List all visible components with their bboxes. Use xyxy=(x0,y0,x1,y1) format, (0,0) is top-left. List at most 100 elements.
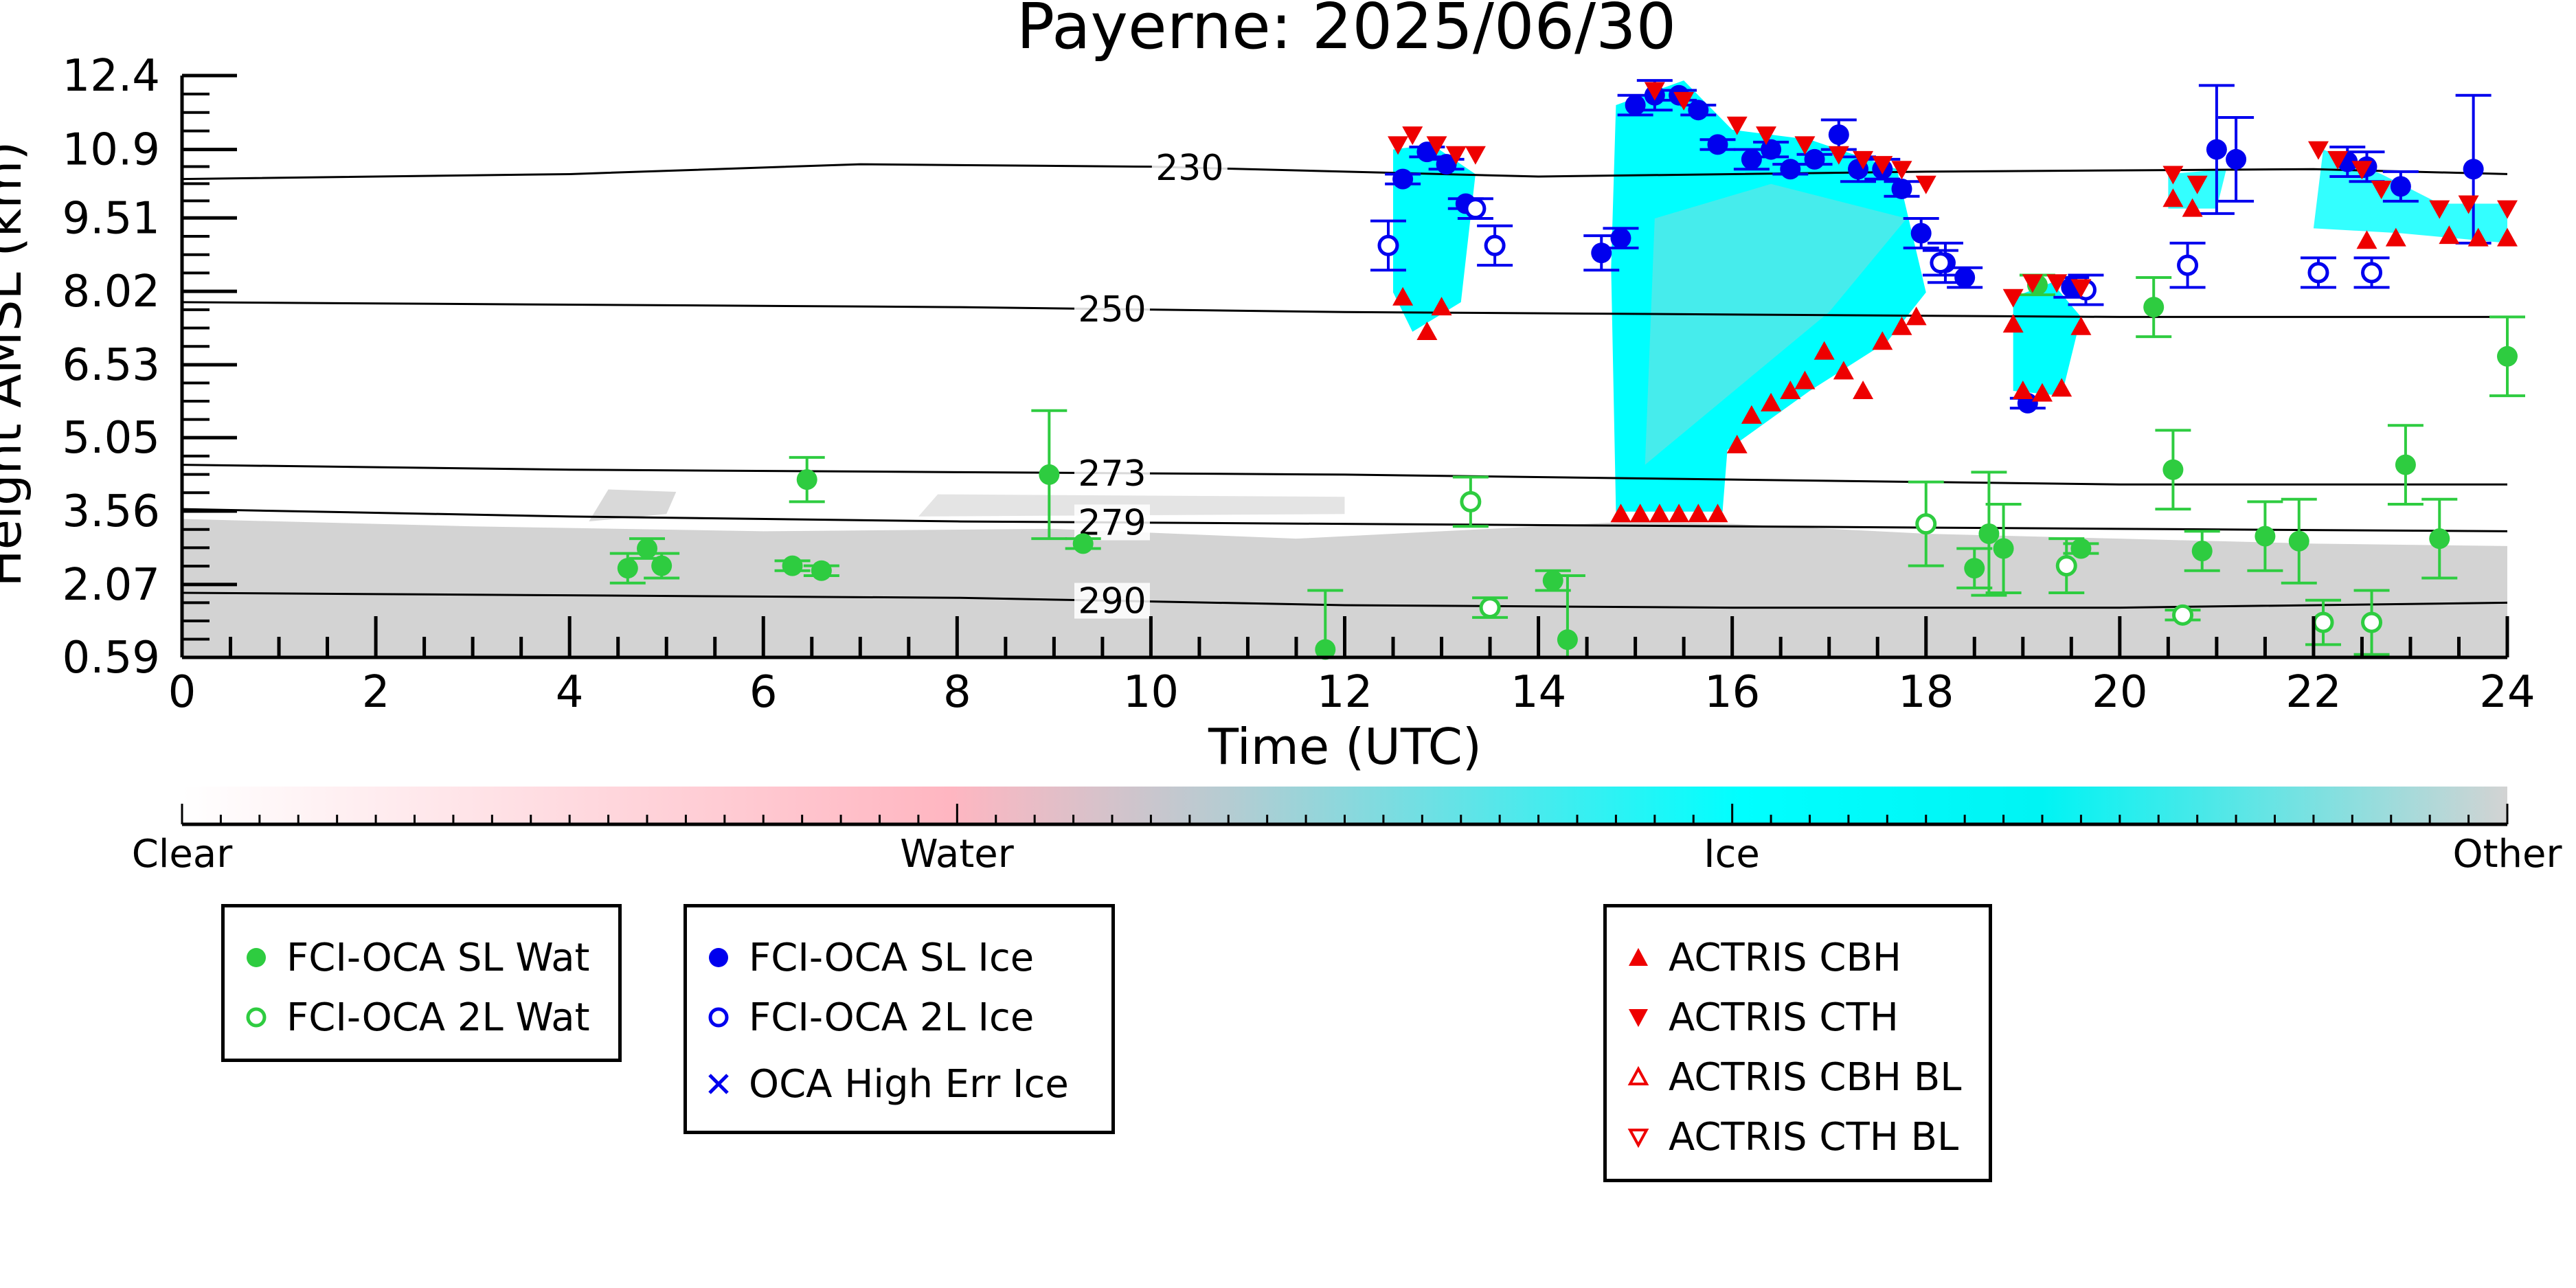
data-point xyxy=(2162,166,2184,185)
data-point xyxy=(2206,139,2227,160)
data-point xyxy=(1402,126,1423,146)
x-tick-label: 10 xyxy=(1123,667,1179,718)
data-point xyxy=(2497,346,2518,367)
data-point xyxy=(2032,383,2053,402)
ice-cloud-region xyxy=(2013,282,2081,396)
data-point xyxy=(1315,639,1336,660)
data-point xyxy=(1853,150,1874,170)
data-point xyxy=(2429,200,2450,219)
x-tick-label: 20 xyxy=(2092,667,2147,718)
data-point xyxy=(1910,223,1932,244)
y-ticks: 0.59 2.07 3.56 5.05 6.53 8.02 9.51 10.9 12.4 xyxy=(63,51,237,683)
data-point xyxy=(2051,378,2072,397)
data-point xyxy=(1756,126,1777,146)
data-point xyxy=(1479,597,1501,619)
data-point xyxy=(1872,331,1893,350)
x-axis-label: Time (UTC) xyxy=(1208,718,1482,776)
data-point xyxy=(1431,297,1452,316)
data-point xyxy=(1436,154,1457,175)
data-point xyxy=(1465,198,1487,220)
isotherm-250 xyxy=(182,301,2507,318)
x-tick-label: 12 xyxy=(1317,667,1372,718)
legend-item-ice-err: OCA High Err Ice xyxy=(702,1057,1069,1111)
y-tick-label: 5.05 xyxy=(63,413,161,464)
data-point xyxy=(2312,611,2334,633)
isotherm-label-250: 250 xyxy=(1078,289,1146,330)
data-point xyxy=(1688,100,1709,121)
data-point xyxy=(1484,234,1506,256)
data-point xyxy=(1726,434,1748,453)
data-point xyxy=(1392,286,1414,306)
data-point xyxy=(1688,504,1709,523)
data-point xyxy=(1780,381,1801,400)
data-point xyxy=(1426,136,1447,155)
legend-water: FCI-OCA SL Wat FCI-OCA 2L Wat xyxy=(221,904,622,1062)
data-point xyxy=(2255,526,2276,547)
data-point xyxy=(1741,148,1762,170)
open-circle-icon xyxy=(246,1007,267,1028)
legend-ice: FCI-OCA SL Ice FCI-OCA 2L Ice OCA High E… xyxy=(683,904,1115,1134)
data-point xyxy=(1853,381,1874,400)
colorbar-label-clear: Clear xyxy=(132,832,233,877)
triangle-up-icon xyxy=(1629,948,1648,966)
y-axis-label: Height AMSL (km) xyxy=(0,142,32,587)
data-point xyxy=(1388,136,1409,155)
data-point xyxy=(1039,464,1060,485)
data-point xyxy=(2022,274,2043,293)
legend-item-cth-bl: ACTRIS CTH BL xyxy=(1622,1109,1958,1164)
data-point xyxy=(1726,116,1748,135)
series-fci-oca-sl-ice xyxy=(1385,79,2492,414)
data-point xyxy=(2172,604,2194,626)
data-point xyxy=(1741,405,1762,424)
data-point xyxy=(2327,150,2349,170)
data-point xyxy=(2371,180,2392,199)
data-point xyxy=(1915,175,1936,194)
y-tick-label: 12.4 xyxy=(63,51,161,102)
legend-label: FCI-OCA SL Wat xyxy=(286,935,590,980)
data-point xyxy=(2143,297,2165,318)
colorbar-label-water: Water xyxy=(900,832,1015,877)
data-point xyxy=(1828,124,1849,146)
data-point xyxy=(1072,533,1094,554)
data-point xyxy=(1707,504,1728,523)
data-point xyxy=(1930,252,1952,274)
y-tick-label: 9.51 xyxy=(63,193,161,244)
data-point xyxy=(1610,227,1631,249)
data-point xyxy=(2070,316,2092,335)
isotherm-label-290: 290 xyxy=(1078,581,1146,622)
data-point xyxy=(2356,230,2377,249)
x-tick-label: 0 xyxy=(168,667,196,718)
y-tick-label: 6.53 xyxy=(63,340,161,391)
colorbar-ticks xyxy=(181,804,2509,824)
data-point xyxy=(1591,242,1612,264)
data-point xyxy=(1872,156,1893,175)
data-point xyxy=(2429,528,2450,550)
mixed-phase-streaks xyxy=(1645,183,1907,465)
legend-label: ACTRIS CBH xyxy=(1669,935,1902,980)
legend-label: FCI-OCA 2L Wat xyxy=(286,995,590,1040)
data-point xyxy=(1804,148,1825,170)
data-markers xyxy=(609,79,2525,660)
legend-item-ice-2l: FCI-OCA 2L Ice xyxy=(702,990,1034,1045)
data-point xyxy=(2307,141,2329,160)
colorbar-label-other: Other xyxy=(2452,832,2562,877)
x-tick-label: 4 xyxy=(556,667,584,718)
isotherm-lines xyxy=(182,163,2507,609)
isotherm-273 xyxy=(182,464,2507,486)
data-point xyxy=(2463,159,2484,180)
data-point xyxy=(1891,316,1912,335)
x-mark-icon xyxy=(708,1074,729,1094)
data-point xyxy=(1610,504,1631,523)
data-point xyxy=(1833,361,1854,380)
data-point xyxy=(1707,134,1728,155)
legend-label: ACTRIS CBH BL xyxy=(1669,1054,1962,1100)
filled-circle-icon xyxy=(247,948,266,967)
legend-item-cth: ACTRIS CTH xyxy=(1622,990,1899,1045)
legend-item-ice-sl: FCI-OCA SL Ice xyxy=(702,930,1034,985)
data-point xyxy=(1780,159,1801,180)
legend-item-cbh-bl: ACTRIS CBH BL xyxy=(1622,1050,1961,1105)
data-point xyxy=(2012,381,2033,400)
isotherm-label-230: 230 xyxy=(1155,148,1223,189)
